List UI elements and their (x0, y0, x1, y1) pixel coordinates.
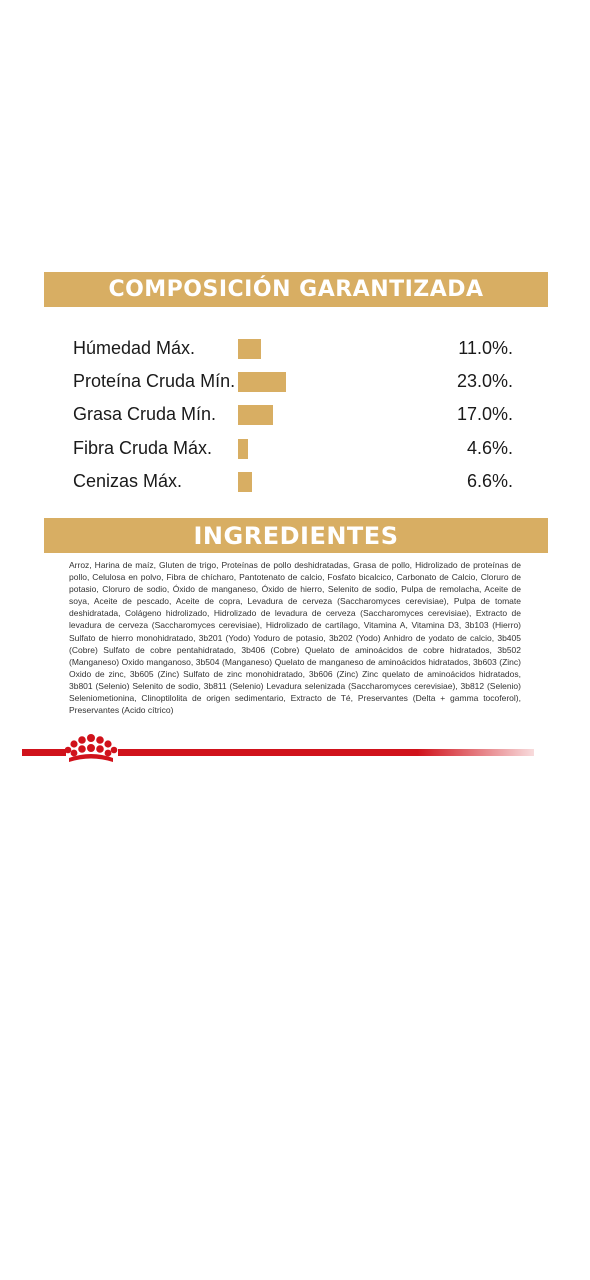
nutrient-label: Fibra Cruda Máx. (73, 438, 213, 458)
nutrient-value: 6.6%. (466, 471, 513, 491)
ingredientes-title: INGREDIENTES (193, 521, 399, 550)
nutrient-bar (238, 339, 261, 359)
nutrient-value: 11.0%. (458, 338, 513, 358)
nutrient-value: 23.0%. (456, 371, 513, 391)
composicion-header: COMPOSICIÓN GARANTIZADA (44, 272, 548, 307)
composicion-title: COMPOSICIÓN GARANTIZADA (108, 277, 484, 302)
footer-red-line-right (118, 749, 534, 756)
ingredients-text: Arroz, Harina de maíz, Gluten de trigo, … (69, 560, 521, 716)
nutrient-label: Cenizas Máx. (73, 471, 183, 491)
nutrient-row-grasa: Grasa Cruda Mín. 17.0%. (73, 402, 513, 428)
nutrient-value: 17.0%. (456, 404, 513, 424)
nutrient-bar (238, 405, 273, 425)
ingredientes-header: INGREDIENTES (44, 518, 548, 553)
nutrient-label: Grasa Cruda Mín. (73, 404, 217, 424)
nutrient-bar (238, 372, 286, 392)
nutrient-value: 4.6%. (466, 438, 513, 458)
royal-canin-crown-icon (64, 734, 118, 762)
nutrient-bar (238, 439, 248, 459)
nutrient-row-fibra: Fibra Cruda Máx. 4.6%. (73, 436, 513, 462)
nutrient-bar (238, 472, 252, 492)
nutrient-row-proteina: Proteína Cruda Mín. 23.0%. (73, 369, 513, 395)
nutrient-label: Proteína Cruda Mín. (73, 371, 236, 391)
footer-red-line-left (22, 749, 66, 756)
nutrient-row-humedad: Húmedad Máx. 11.0%. (73, 336, 513, 362)
nutrient-row-cenizas: Cenizas Máx. 6.6%. (73, 469, 513, 495)
nutrient-label: Húmedad Máx. (73, 338, 196, 358)
